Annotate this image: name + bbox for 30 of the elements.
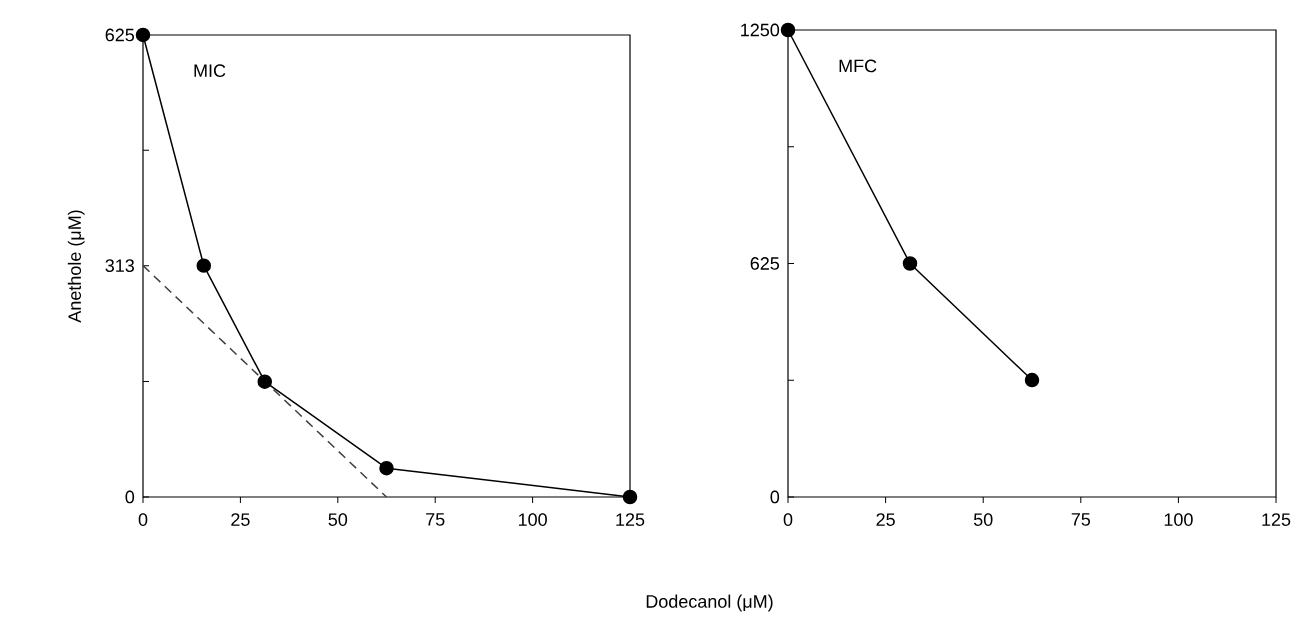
x-tick-label: 25 — [231, 513, 250, 526]
x-tick-label: 125 — [616, 513, 645, 526]
point — [902, 256, 918, 271]
y-tick-label: 625 — [105, 28, 135, 42]
annotation: MIC — [194, 64, 226, 78]
y-tick-label: 1250 — [741, 23, 780, 37]
x-axis-title: Dodecanol (μM) — [646, 594, 773, 612]
x-tick-label: 100 — [518, 513, 547, 526]
point — [257, 374, 272, 389]
x-tick-label: 75 — [426, 513, 445, 526]
point — [196, 258, 212, 273]
x-tick-label: 125 — [1262, 513, 1291, 526]
x-tick-label: 75 — [1071, 513, 1091, 526]
point — [622, 489, 638, 505]
y-tick-label: 625 — [750, 257, 780, 270]
annotation: MFC — [839, 59, 877, 73]
x-tick-label: 25 — [876, 513, 895, 526]
point — [379, 460, 394, 476]
point — [1024, 372, 1040, 388]
point — [780, 22, 796, 38]
x-tick-label: 0 — [783, 513, 793, 526]
point — [135, 27, 151, 43]
y-axis-title: Anethole (μM) — [67, 210, 85, 323]
y-tick-label: 0 — [125, 490, 135, 504]
x-tick-label: 0 — [138, 513, 148, 526]
x-tick-label: 50 — [328, 513, 348, 526]
y-tick-label: 0 — [770, 490, 780, 504]
x-tick-label: 50 — [973, 513, 993, 526]
y-tick-label: 313 — [105, 259, 135, 272]
x-tick-label: 100 — [1164, 513, 1193, 526]
